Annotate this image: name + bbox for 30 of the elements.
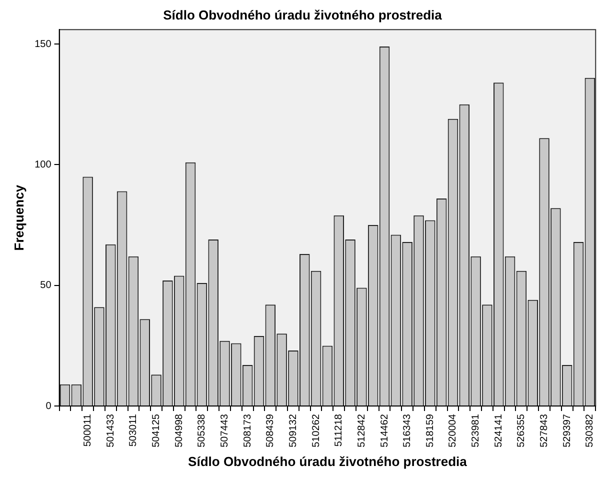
x-axis-title: Sídlo Obvodného úradu životného prostredia — [188, 454, 468, 469]
y-tick-label: 100 — [34, 159, 52, 170]
x-tick-label: 508173 — [242, 414, 254, 448]
x-tick-label: 500011 — [82, 414, 94, 447]
x-tick-label: 516343 — [402, 414, 414, 448]
x-tick-label: 529397 — [562, 414, 573, 448]
y-axis-title: Frequency — [11, 184, 26, 251]
x-tick-label: 520004 — [448, 414, 459, 448]
chart-title: Sídlo Obvodného úradu životného prostredia — [163, 7, 443, 22]
x-tick-label: 507443 — [220, 414, 230, 448]
y-tick-label: 50 — [40, 280, 52, 292]
x-tick-label: 511218 — [334, 414, 345, 447]
x-tick-label: 512842 — [356, 414, 368, 448]
x-tick-label: 527843 — [539, 414, 550, 448]
x-tick-label: 518159 — [424, 414, 436, 448]
y-tick-label: 150 — [34, 38, 52, 50]
x-tick-label: 524141 — [493, 414, 504, 448]
x-tick-label: 503011 — [128, 414, 140, 447]
x-tick-label: 526355 — [516, 414, 528, 448]
x-tick-label: 501433 — [105, 414, 116, 448]
x-tick-label: 514462 — [379, 414, 390, 448]
x-tick-label: 509132 — [288, 414, 299, 448]
x-tick-label: 505338 — [196, 414, 208, 448]
x-tick-label: 523981 — [470, 414, 482, 448]
x-tick-label: 530382 — [584, 414, 596, 448]
y-tick-label: 0 — [46, 400, 52, 412]
x-tick-label: 508439 — [265, 414, 276, 448]
x-tick-label: 504125 — [151, 414, 162, 448]
x-tick-label: 510262 — [310, 414, 322, 448]
x-tick-label: 504998 — [174, 414, 185, 448]
